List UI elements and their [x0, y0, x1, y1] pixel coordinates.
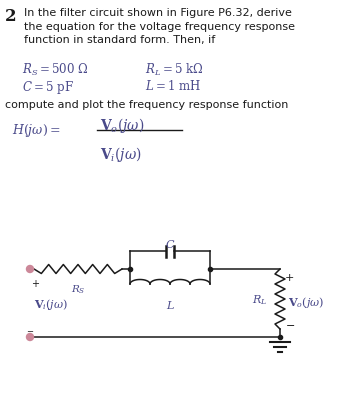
Text: $R_S$: $R_S$	[71, 282, 85, 295]
Text: $\mathbf{V}_o(j\omega)$: $\mathbf{V}_o(j\omega)$	[288, 294, 324, 309]
Circle shape	[27, 266, 34, 273]
Text: $L = 1\ \mathrm{mH}$: $L = 1\ \mathrm{mH}$	[145, 79, 201, 93]
Text: $R_S = 500\ \Omega$: $R_S = 500\ \Omega$	[22, 62, 89, 78]
Text: $-$: $-$	[26, 324, 34, 333]
Text: $H(j\omega) =$: $H(j\omega) =$	[12, 122, 61, 139]
Text: $L$: $L$	[165, 298, 174, 310]
Text: $-$: $-$	[285, 318, 295, 328]
Text: +: +	[31, 278, 39, 288]
Text: $\mathbf{V}_o(j\omega)$: $\mathbf{V}_o(j\omega)$	[100, 116, 145, 135]
Text: $\mathbf{V}_i(j\omega)$: $\mathbf{V}_i(j\omega)$	[34, 296, 68, 311]
Text: In the filter circuit shown in Figure P6.32, derive
the equation for the voltage: In the filter circuit shown in Figure P6…	[24, 8, 295, 45]
Text: $C$: $C$	[165, 237, 175, 249]
Circle shape	[27, 334, 34, 341]
Text: compute and plot the frequency response function: compute and plot the frequency response …	[5, 100, 288, 110]
Text: $C = 5\ \mathrm{pF}$: $C = 5\ \mathrm{pF}$	[22, 79, 74, 96]
Text: 2: 2	[5, 8, 17, 25]
Text: $R_L = 5\ \mathrm{k}\Omega$: $R_L = 5\ \mathrm{k}\Omega$	[145, 62, 203, 78]
Text: $R_L$: $R_L$	[252, 292, 267, 306]
Text: $\mathbf{V}_i(j\omega)$: $\mathbf{V}_i(j\omega)$	[100, 145, 142, 164]
Text: +: +	[285, 272, 294, 282]
